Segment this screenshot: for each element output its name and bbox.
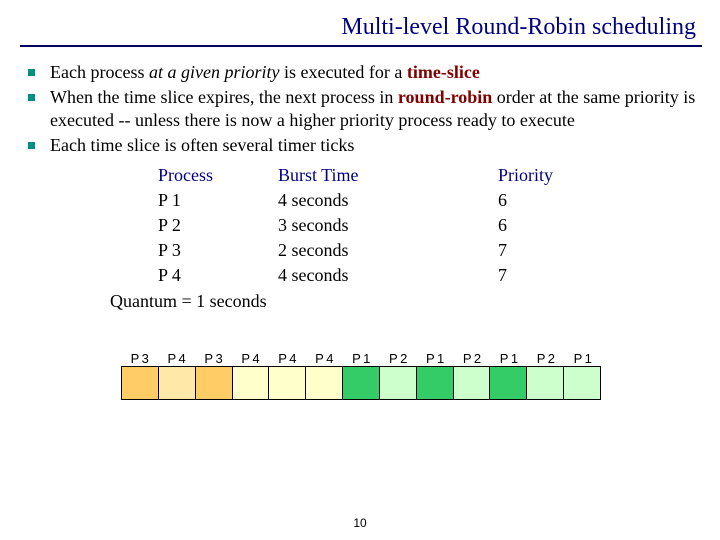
gantt-label: P 4 (269, 351, 306, 366)
gantt-label: P 1 (564, 351, 601, 366)
text: Each time slice is often several timer t… (50, 135, 354, 155)
bullet-item: Each process at a given priority is exec… (22, 61, 700, 84)
cell: 6 (498, 213, 608, 238)
cell: 4 seconds (278, 263, 498, 288)
cell: 7 (498, 238, 608, 263)
cell: 6 (498, 188, 608, 213)
gantt-cell (233, 367, 270, 399)
table-header-row: Process Burst Time Priority (158, 163, 608, 188)
text: When the time slice expires, the next pr… (50, 87, 398, 107)
table-row: P 3 2 seconds 7 (158, 238, 608, 263)
gantt-cell (380, 367, 417, 399)
bold-text: time-slice (407, 62, 480, 82)
text: Each process (50, 62, 149, 82)
page-number: 10 (0, 516, 720, 530)
gantt-labels: P 3 P 4 P 3 P 4 P 4 P 4 P 1 P 2 P 1 P 2 … (121, 351, 601, 366)
text: is executed for a (279, 62, 406, 82)
gantt-cell (269, 367, 306, 399)
gantt-cell (122, 367, 159, 399)
table-row: P 4 4 seconds 7 (158, 263, 608, 288)
bullet-item: Each time slice is often several timer t… (22, 134, 700, 313)
bullet-item: When the time slice expires, the next pr… (22, 86, 700, 132)
gantt-boxes (121, 366, 601, 400)
gantt-label: P 4 (306, 351, 343, 366)
gantt-label: P 4 (232, 351, 269, 366)
cell: P 2 (158, 213, 278, 238)
gantt-label: P 1 (343, 351, 380, 366)
process-table-wrap: Process Burst Time Priority P 1 4 second… (158, 163, 700, 288)
gantt-cell (159, 367, 196, 399)
quantum-text: Quantum = 1 seconds (110, 290, 700, 313)
content-area: Each process at a given priority is exec… (0, 61, 720, 400)
table-row: P 2 3 seconds 6 (158, 213, 608, 238)
gantt-cell (343, 367, 380, 399)
cell: P 4 (158, 263, 278, 288)
gantt-label: P 4 (158, 351, 195, 366)
gantt-label: P 1 (416, 351, 453, 366)
gantt-cell (196, 367, 233, 399)
gantt-cell (527, 367, 564, 399)
gantt-label: P 2 (379, 351, 416, 366)
gantt-cell (454, 367, 491, 399)
cell: P 3 (158, 238, 278, 263)
gantt-label: P 3 (195, 351, 232, 366)
process-table: Process Burst Time Priority P 1 4 second… (158, 163, 608, 288)
cell: 4 seconds (278, 188, 498, 213)
col-process: Process (158, 163, 278, 188)
gantt-label: P 2 (527, 351, 564, 366)
col-priority: Priority (498, 163, 608, 188)
cell: P 1 (158, 188, 278, 213)
col-burst: Burst Time (278, 163, 498, 188)
title-underline (20, 45, 702, 47)
table-row: P 1 4 seconds 6 (158, 188, 608, 213)
italic-text: at a given priority (149, 62, 279, 82)
cell: 7 (498, 263, 608, 288)
gantt-cell (564, 367, 600, 399)
cell: 2 seconds (278, 238, 498, 263)
gantt-label: P 3 (121, 351, 158, 366)
cell: 3 seconds (278, 213, 498, 238)
gantt-label: P 2 (453, 351, 490, 366)
bold-text: round-robin (398, 87, 492, 107)
gantt-chart: P 3 P 4 P 3 P 4 P 4 P 4 P 1 P 2 P 1 P 2 … (121, 351, 601, 400)
gantt-label: P 1 (490, 351, 527, 366)
gantt-cell (306, 367, 343, 399)
gantt-cell (490, 367, 527, 399)
bullet-list: Each process at a given priority is exec… (22, 61, 700, 313)
page-title: Multi-level Round-Robin scheduling (0, 0, 720, 45)
gantt-cell (417, 367, 454, 399)
